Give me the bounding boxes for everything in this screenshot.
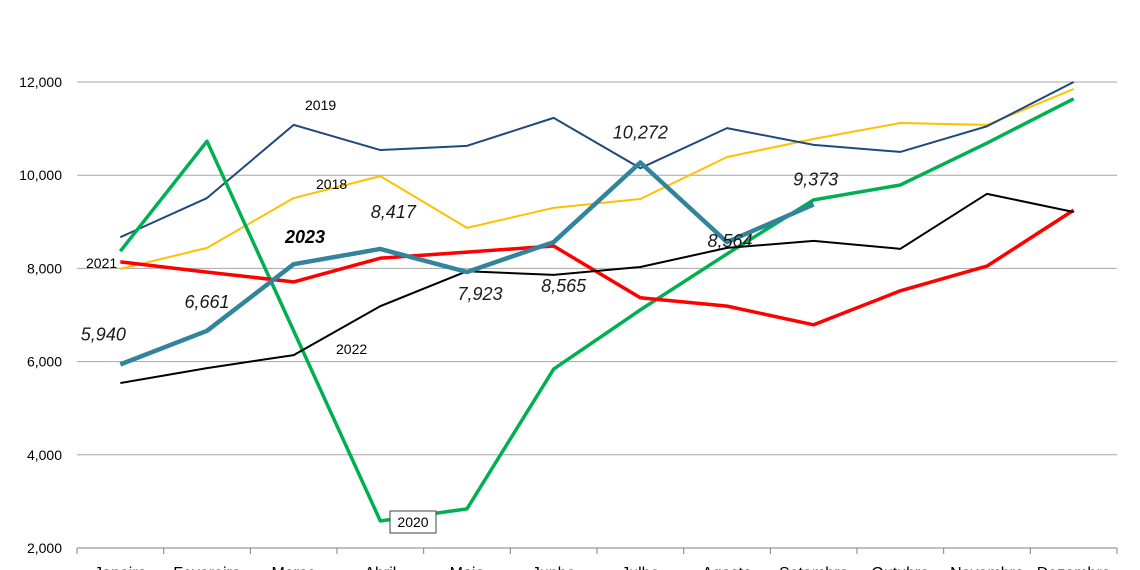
y-tick-label: 10,000 [19,167,62,183]
data-label: 8,417 [371,202,417,222]
legend-box [389,510,437,534]
x-tick-label: Fevereiro [173,565,241,570]
series-label: 2021 [86,255,117,271]
x-tick-label: Abril [364,565,396,570]
data-label: 6,661 [184,292,229,312]
y-tick-label: 12,000 [19,74,62,90]
y-tick-label: 2,000 [27,540,62,556]
data-label: 8,564 [707,231,752,251]
x-tick-label: Novembro [950,565,1024,570]
line-series [118,97,1075,523]
line-series [119,160,815,367]
series-label: 2022 [336,341,367,357]
series-label: 2020 [397,514,428,530]
x-tick-label: Agosto [702,565,752,570]
line-series [120,88,1075,270]
y-tick-label: 4,000 [27,447,62,463]
x-tick-label: Julho [621,565,659,570]
x-tick-label: Setembro [779,565,848,570]
series-label: 2018 [316,176,347,192]
x-tick-label: Dezembro [1037,565,1111,570]
data-label: 7,923 [457,284,502,304]
x-tick-label: Outubro [871,565,929,570]
line-series [119,81,1075,239]
series-label: 2023 [284,227,325,247]
series-label: 2019 [305,97,336,113]
x-tick-label: Maio [450,565,485,570]
data-label: 5,940 [81,324,126,344]
data-label: 9,373 [793,169,838,189]
data-label: 10,272 [613,123,668,143]
x-tick-label: Março [271,565,316,570]
y-tick-label: 6,000 [27,354,62,370]
x-tick-label: Junho [532,565,576,570]
line-series [120,192,1074,385]
y-tick-label: 8,000 [27,260,62,276]
x-tick-label: Janeiro [94,565,147,570]
data-label: 8,565 [541,276,587,296]
